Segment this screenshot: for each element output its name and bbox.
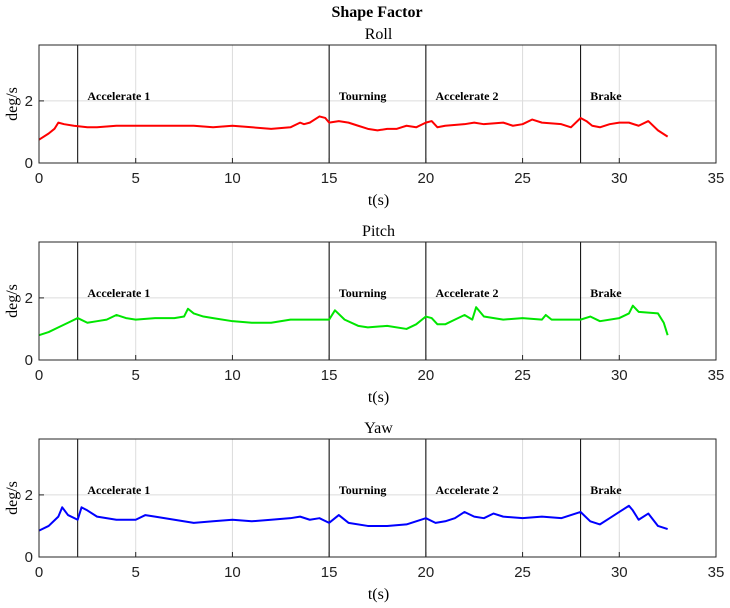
phase-annotation: Tourning [339,89,387,103]
plot-area [39,45,716,163]
y-tick-label: 2 [25,93,33,110]
x-tick-label: 15 [321,170,338,187]
x-tick-label: 10 [224,170,241,187]
y-tick-label: 0 [25,352,33,369]
x-tick-label: 0 [35,367,43,384]
axes-frame [38,438,717,558]
x-axis-label: t(s) [368,586,389,603]
plot-area [39,242,716,360]
phase-annotation: Accelerate 1 [87,286,150,300]
yaw-title: Yaw [364,420,393,437]
x-tick-label: 25 [514,170,531,187]
x-tick-label: 30 [611,367,628,384]
x-tick-label: 15 [321,367,338,384]
x-tick-label: 30 [611,170,628,187]
x-tick-label: 35 [708,564,725,581]
y-tick-label: 0 [25,549,33,566]
x-tick-label: 0 [35,564,43,581]
yaw-series-line [38,504,668,532]
subplots-container: Accelerate 1 Tourning Accelerate 2 Brake 0 5 1… [4,26,724,603]
pitch-subplot: Accelerate 1 Tourning Accelerate 2 Brake 0 5 1… [4,223,724,406]
x-tick-label: 15 [321,564,338,581]
phase-annotation: Accelerate 1 [87,483,150,497]
phase-annotation: Brake [590,89,622,103]
phase-annotation: Brake [590,286,622,300]
plot-area [39,439,716,557]
x-tick-label: 35 [708,367,725,384]
phase-annotation: Accelerate 2 [436,89,499,103]
roll-subplot: Accelerate 1 Tourning Accelerate 2 Brake 0 5 1… [4,26,724,209]
axes-frame [38,44,717,164]
roll-series-line [38,115,669,141]
x-tick-label: 5 [132,564,140,581]
y-axis-label: deg/s [4,87,21,121]
phase-annotation: Accelerate 2 [436,483,499,497]
x-tick-label: 5 [132,367,140,384]
axes-frame [38,241,717,361]
x-tick-label: 20 [418,170,435,187]
yaw-subplot: Accelerate 1 Tourning Accelerate 2 Brake 0 5 1… [4,420,724,603]
x-tick-label: 25 [514,367,531,384]
phase-annotation: Brake [590,483,622,497]
x-tick-label: 30 [611,564,628,581]
y-tick-label: 2 [25,290,33,307]
figure-title: Shape Factor [331,4,422,21]
y-tick-label: 0 [25,155,33,172]
y-axis-label: deg/s [4,284,21,318]
x-tick-label: 0 [35,170,43,187]
phase-annotation: Tourning [339,286,387,300]
roll-title: Roll [365,26,393,43]
x-tick-label: 10 [224,564,241,581]
phase-annotation: Accelerate 1 [87,89,150,103]
x-tick-label: 35 [708,170,725,187]
x-tick-label: 10 [224,367,241,384]
x-tick-label: 20 [418,367,435,384]
y-tick-label: 2 [25,487,33,504]
phase-annotation: Tourning [339,483,387,497]
phase-annotation: Accelerate 2 [436,286,499,300]
y-axis-label: deg/s [4,481,21,515]
pitch-series-line [38,304,669,337]
x-axis-label: t(s) [368,192,389,209]
x-tick-label: 20 [418,564,435,581]
x-tick-label: 5 [132,170,140,187]
pitch-title: Pitch [362,223,395,240]
x-axis-label: t(s) [368,389,389,406]
x-tick-label: 25 [514,564,531,581]
